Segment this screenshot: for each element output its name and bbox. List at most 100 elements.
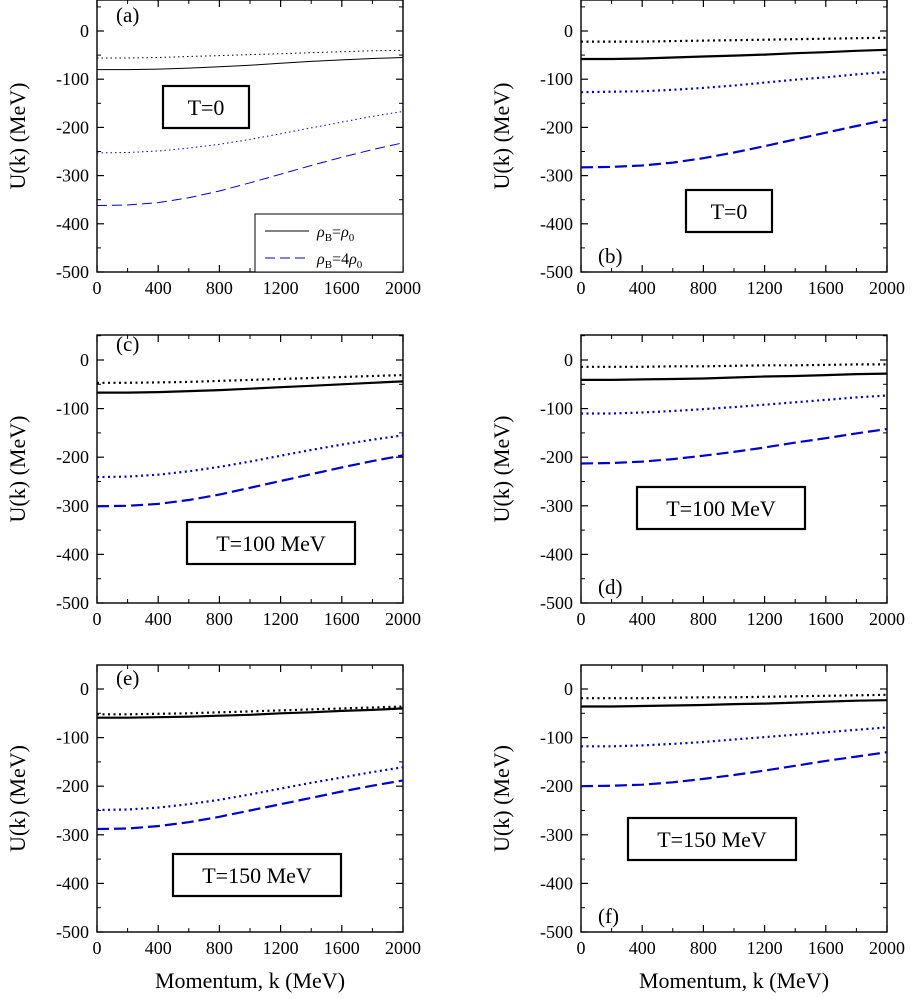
legend: ρB=ρ0 ρB=4ρ0 [254, 213, 404, 273]
series-line-dashed-blue [96, 142, 404, 206]
x-tick-label: 1600 [808, 278, 844, 298]
y-tick-label: -200 [540, 447, 573, 467]
y-tick-label: -400 [540, 214, 573, 234]
panel-label: (f) [598, 904, 619, 928]
y-tick-label: 0 [564, 350, 573, 370]
y-axis-title: U(k) (MeV) [5, 416, 30, 523]
series-line-solid-black [581, 48, 888, 61]
x-tick-label: 400 [629, 609, 656, 629]
y-tick-label: -400 [56, 544, 89, 564]
y-tick-label: 0 [80, 21, 89, 41]
y-tick-label: -200 [540, 776, 573, 796]
series-line-solid-black [97, 380, 404, 394]
legend-label: ρB=4ρ0 [316, 251, 363, 271]
x-tick-label: 0 [577, 609, 586, 629]
series-line-dashed-blue [580, 118, 888, 169]
panel-label: (b) [598, 244, 623, 268]
y-tick-label: -500 [540, 593, 573, 613]
temperature-box [684, 188, 774, 234]
temperature-label: T=100 MeV [216, 531, 326, 556]
y-tick-label: -500 [540, 922, 573, 942]
x-tick-label: 800 [690, 609, 717, 629]
panel-d: 0 400 800 1200 1600 2000 0 -100 -200 -300 -400 -500… [489, 334, 905, 629]
series-line-solid-black [97, 57, 404, 71]
y-tick-label: -300 [540, 166, 573, 186]
y-axis-title: U(k) (MeV) [489, 416, 514, 523]
temperature-box [635, 485, 807, 531]
x-tick-label: 1200 [747, 609, 783, 629]
temperature-label: T=0 [711, 199, 748, 224]
x-tick-label: 400 [145, 278, 172, 298]
x-tick-label: 1600 [324, 938, 360, 958]
x-tick-label: 400 [629, 278, 656, 298]
x-tick-label: 400 [629, 938, 656, 958]
y-tick-label: -100 [56, 399, 89, 419]
x-tick-label: 800 [206, 938, 233, 958]
panel-label: (a) [116, 3, 139, 27]
x-tick-label: 1600 [324, 278, 360, 298]
x-tick-label: 800 [206, 609, 233, 629]
temperature-box [185, 520, 357, 566]
series-line-dotted-black [97, 49, 404, 59]
y-tick-label: 0 [564, 21, 573, 41]
y-tick-label: -300 [540, 496, 573, 516]
y-tick-label: -500 [56, 593, 89, 613]
x-tick-label: 0 [93, 278, 102, 298]
y-tick-label: -300 [56, 496, 89, 516]
panel-label: (c) [116, 332, 139, 356]
y-tick-label: -400 [540, 873, 573, 893]
series-line-dotted-black [581, 36, 888, 43]
x-axis-title: Momentum, k (MeV) [639, 968, 829, 993]
x-tick-label: 1600 [324, 609, 360, 629]
y-tick-label: -400 [540, 544, 573, 564]
x-tick-label: 1200 [747, 938, 783, 958]
x-tick-label: 2000 [385, 609, 421, 629]
x-tick-label: 1200 [747, 278, 783, 298]
y-tick-label: -400 [56, 873, 89, 893]
series-line-dotted-black [581, 363, 887, 368]
x-tick-label: 1200 [263, 278, 299, 298]
legend-label: ρB=ρ0 [316, 224, 355, 244]
y-tick-label: -200 [56, 117, 89, 137]
x-tick-label: 800 [690, 278, 717, 298]
series-line-dotted-blue [581, 394, 888, 415]
series-line-dashed-blue [580, 427, 888, 465]
y-tick-label: -300 [540, 825, 573, 845]
series-line-solid-black [581, 699, 888, 708]
y-tick-label: -100 [56, 728, 89, 748]
x-tick-label: 800 [690, 938, 717, 958]
series-line-dotted-blue [581, 726, 888, 748]
panel-label: (d) [598, 575, 623, 599]
x-tick-label: 1200 [263, 938, 299, 958]
panel-f: 0 400 800 1200 1600 2000 0 -100 -200 -300 -400 -500… [489, 664, 905, 958]
y-axis-title: U(k) (MeV) [489, 745, 514, 852]
temperature-box [626, 816, 798, 862]
y-tick-label: -500 [56, 922, 89, 942]
series-line-dotted-black [581, 693, 888, 700]
x-tick-label: 1200 [263, 609, 299, 629]
y-tick-label: -200 [56, 447, 89, 467]
y-tick-label: -100 [540, 69, 573, 89]
x-axis-title: Momentum, k (MeV) [155, 968, 345, 993]
x-tick-label: 1600 [808, 609, 844, 629]
temperature-label: T=0 [188, 95, 225, 120]
temperature-label: T=100 MeV [666, 496, 776, 521]
series-line-dotted-black [97, 705, 404, 716]
panel-b: 0 400 800 1200 1600 2000 0 -100 -200 -300 -400 -500… [489, 0, 905, 298]
x-tick-label: 0 [93, 609, 102, 629]
legend-box [254, 213, 404, 273]
y-tick-label: -100 [540, 399, 573, 419]
y-tick-label: -300 [56, 166, 89, 186]
series-line-dashed-blue [580, 751, 888, 788]
temperature-label: T=150 MeV [657, 827, 767, 852]
temperature-box [161, 84, 251, 130]
y-tick-label: 0 [80, 350, 89, 370]
series-line-dotted-black [97, 374, 404, 384]
x-tick-label: 1600 [808, 938, 844, 958]
y-tick-label: -100 [56, 69, 89, 89]
y-tick-label: -500 [540, 262, 573, 282]
y-tick-label: -500 [56, 262, 89, 282]
series-line-dotted-blue [96, 111, 404, 154]
temperature-label: T=150 MeV [202, 863, 312, 888]
